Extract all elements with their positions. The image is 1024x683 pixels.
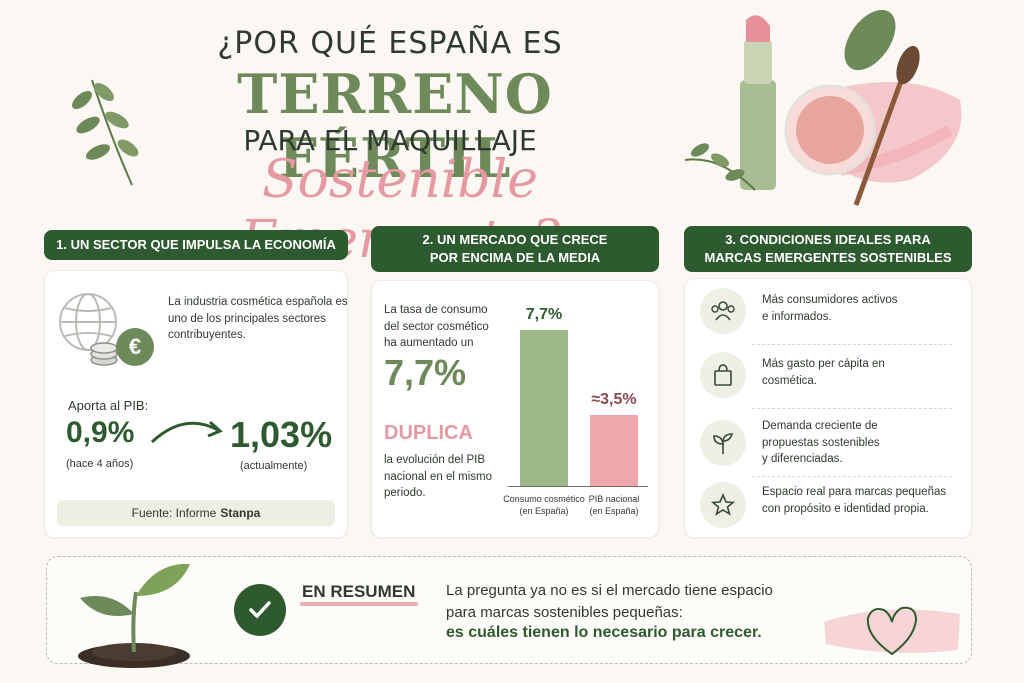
pib-value-after-note: (actualmente) [240, 460, 308, 472]
duplica-label: DUPLICA [384, 422, 473, 444]
pib-comparison-text: la evolución del PIB nacional en el mism… [384, 454, 493, 500]
pib-value-before-note: (hace 4 años) [66, 458, 134, 470]
source-label: Fuente: Informe [131, 506, 217, 520]
pib-value-before: 0,9% [66, 416, 135, 449]
shopping-bag-icon [700, 352, 746, 398]
section-3-heading: 3. CONDICIONES IDEALES PARA MARCAS EMERG… [684, 226, 972, 272]
globe-icon [59, 293, 117, 351]
bar-category-label-0: Consumo cosmético (en España) [503, 494, 585, 516]
pib-label: Aporta al PIB: [68, 398, 149, 413]
bar-value-label-1: ≈3,5% [591, 391, 637, 409]
leaf-branch-icon [72, 79, 139, 186]
chart-baseline [508, 486, 648, 487]
title-line-2: TERRENO FÉRTIL [237, 62, 553, 190]
consumption-description: La tasa de consumo del sector cosmético … [384, 304, 489, 350]
euro-icon: € [116, 328, 154, 366]
source-box: Fuente: Informe Stanpa [57, 500, 335, 526]
arrow-right-icon [150, 420, 223, 444]
heart-icon [824, 606, 960, 656]
consumption-big-value: 7,7% [384, 352, 467, 393]
title-line-1: ¿POR QUÉ ESPAÑA ES [217, 26, 563, 61]
plant-icon [78, 563, 190, 668]
condition-item-1: Más gasto per cápita en cosmética. [762, 358, 885, 387]
condition-divider [752, 476, 952, 477]
summary-conclusion: es cuáles tienen lo necesario para crece… [446, 624, 762, 641]
section-1-heading: 1. UN SECTOR QUE IMPULSA LA ECONOMÍA [44, 230, 348, 260]
condition-divider [752, 408, 952, 409]
sprout-icon [700, 420, 746, 466]
summary-title: EN RESUMEN [302, 582, 416, 601]
title-line-3: PARA EL MAQUILLAJE [243, 124, 537, 157]
section-2-card [371, 280, 659, 538]
bar-category-label-1: PIB nacional (en España) [588, 494, 640, 516]
section-2-heading-line-1: 2. UN MERCADO QUE CRECE [422, 232, 608, 248]
section-3-heading-line-1: 3. CONDICIONES IDEALES PARA [725, 232, 931, 248]
summary-title-underline [300, 602, 418, 606]
check-icon [234, 584, 286, 636]
condition-item-3: Espacio real para marcas pequeñas con pro… [762, 486, 947, 515]
section-2-heading: 2. UN MERCADO QUE CRECE POR ENCIMA DE LA… [371, 226, 659, 272]
summary-box [46, 556, 972, 664]
section-1-heading-text: 1. UN SECTOR QUE IMPULSA LA ECONOMÍA [56, 237, 336, 253]
condition-divider [752, 344, 952, 345]
section-2-heading-line-2: POR ENCIMA DE LA MEDIA [429, 250, 601, 265]
section-1-card [44, 270, 348, 538]
star-icon [700, 482, 746, 528]
people-icon [700, 288, 746, 334]
source-name: Stanpa [220, 506, 261, 520]
cosmetics-illustration-icon [684, 10, 962, 206]
bar-0 [520, 329, 568, 486]
summary-line-2: para marcas sostenibles pequeñas: [446, 603, 683, 621]
condition-item-0: Más consumidores activos e informados. [762, 294, 898, 323]
section-1-description: La industria cosmética española es uno d… [168, 296, 348, 342]
bar-1 [590, 415, 638, 486]
coins-icon [90, 342, 118, 366]
pib-value-after: 1,03% [230, 414, 333, 455]
bar-value-label-0: 7,7% [525, 305, 563, 323]
summary-line-1: La pregunta ya no es si el mercado tiene… [446, 582, 773, 599]
section-3-heading-line-2: MARCAS EMERGENTES SOSTENIBLES [704, 250, 952, 265]
condition-item-2: Demanda creciente de propuestas sostenibl… [762, 420, 880, 466]
summary-text: La pregunta ya no es si el mercado tiene… [446, 580, 806, 624]
